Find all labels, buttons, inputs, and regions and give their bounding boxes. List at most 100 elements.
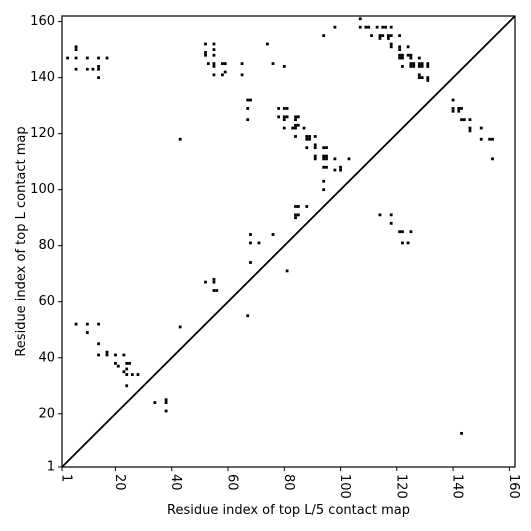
x-tick-label: 60	[225, 474, 240, 491]
contact-point	[249, 241, 252, 245]
x-tick-label: 20	[112, 474, 127, 491]
contact-point	[313, 154, 317, 158]
contact-point	[74, 56, 78, 60]
contact-point	[460, 107, 463, 110]
contact-point	[282, 118, 286, 122]
contact-point	[358, 17, 362, 21]
contact-point	[401, 241, 404, 245]
contact-point	[114, 353, 117, 357]
contact-point	[451, 109, 455, 113]
x-tick-label: 160	[506, 474, 521, 499]
contact-point	[212, 65, 216, 68]
x-tick-label: 120	[393, 474, 408, 499]
x-tick-label: 40	[168, 474, 183, 491]
contact-point	[460, 431, 463, 435]
contact-point	[246, 98, 250, 102]
contact-point	[305, 135, 309, 138]
contact-point	[249, 233, 252, 236]
contact-point	[122, 353, 126, 357]
y-tick-label: 100	[30, 182, 55, 197]
contact-point	[426, 65, 430, 68]
contact-point	[271, 233, 275, 236]
y-tick-label: 20	[38, 406, 55, 421]
contact-point	[398, 230, 402, 234]
contact-point	[277, 115, 281, 119]
contact-point	[97, 65, 100, 68]
contact-point	[240, 62, 244, 66]
contact-point	[178, 137, 182, 141]
contact-point	[401, 53, 404, 57]
contact-point	[313, 143, 317, 147]
contact-point	[282, 107, 286, 110]
contact-point	[164, 398, 168, 402]
contact-point	[282, 115, 286, 119]
contact-point	[204, 42, 207, 46]
contact-point	[389, 42, 393, 46]
contact-point	[406, 53, 410, 57]
contact-point	[479, 126, 483, 130]
contact-point	[246, 118, 250, 122]
contact-point	[97, 342, 100, 346]
contact-point	[285, 107, 289, 110]
contact-point	[479, 137, 483, 141]
y-tick-label: 160	[30, 14, 55, 29]
contact-point	[305, 146, 309, 150]
contact-point	[285, 115, 289, 119]
contact-point	[97, 322, 100, 326]
contact-point	[358, 25, 362, 29]
contact-point	[136, 373, 140, 376]
contact-point	[74, 322, 78, 326]
contact-point	[347, 157, 351, 161]
contact-point	[339, 168, 342, 172]
contact-point	[384, 25, 387, 29]
contact-point	[417, 73, 421, 77]
contact-point	[220, 73, 224, 77]
y-axis-label: Residue index of top L contact map	[14, 126, 29, 356]
contact-point	[420, 76, 424, 80]
contact-point	[130, 373, 134, 376]
contact-point	[409, 65, 413, 68]
contact-point	[296, 123, 300, 127]
x-tick-label: 80	[281, 474, 296, 491]
contact-point	[249, 98, 252, 102]
contact-point	[378, 213, 382, 217]
contact-point	[66, 56, 70, 60]
contact-point	[296, 115, 300, 119]
contact-point	[313, 135, 317, 138]
y-tick-label: 140	[30, 70, 55, 85]
contact-point	[294, 216, 297, 220]
contact-point	[412, 62, 416, 66]
contact-point	[122, 370, 126, 374]
contact-point	[409, 230, 413, 234]
contact-point	[249, 261, 252, 264]
contact-point	[223, 62, 227, 66]
contact-point	[322, 146, 326, 150]
contact-point	[409, 53, 413, 57]
x-tick-label: 100	[337, 474, 352, 499]
contact-point	[325, 157, 328, 161]
contact-point	[305, 205, 309, 208]
contact-point	[468, 126, 472, 130]
contact-point	[322, 188, 326, 192]
contact-point	[420, 62, 424, 66]
contact-point	[85, 67, 89, 71]
contact-point	[389, 45, 393, 49]
contact-point	[153, 401, 157, 404]
contact-point	[406, 45, 410, 49]
contact-point	[74, 67, 78, 71]
contact-point	[223, 70, 227, 74]
contact-point	[468, 129, 472, 133]
contact-point	[313, 146, 317, 150]
contact-point	[116, 364, 120, 368]
diagonal-line	[61, 15, 516, 468]
contact-point	[204, 51, 207, 54]
contact-point	[468, 118, 472, 122]
contact-point	[164, 401, 168, 404]
contact-point	[114, 361, 117, 365]
contact-point	[282, 126, 286, 130]
y-tick-label: 60	[38, 294, 55, 309]
contact-point	[367, 25, 371, 29]
contact-point	[240, 73, 244, 77]
